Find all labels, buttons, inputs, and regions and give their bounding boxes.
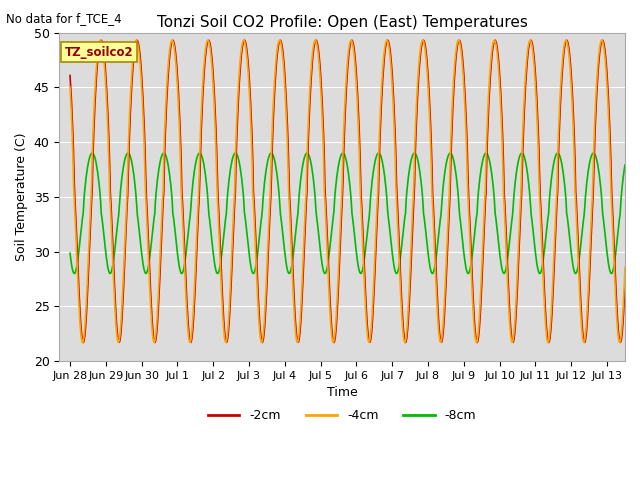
-2cm xyxy=(545,339,552,345)
Y-axis label: Soil Temperature (C): Soil Temperature (C) xyxy=(15,132,28,261)
-8cm xyxy=(404,181,412,187)
Line: -8cm: -8cm xyxy=(70,153,625,274)
-2cm xyxy=(404,327,412,333)
-4cm xyxy=(66,84,74,90)
Line: -4cm: -4cm xyxy=(70,40,625,343)
Line: -2cm: -2cm xyxy=(70,40,625,343)
-8cm xyxy=(389,256,397,262)
-4cm xyxy=(421,46,429,51)
Text: No data for f_TCE_4: No data for f_TCE_4 xyxy=(6,12,122,25)
-4cm xyxy=(389,98,397,104)
-4cm xyxy=(100,59,108,64)
-2cm xyxy=(66,72,74,78)
-8cm xyxy=(545,199,553,204)
-8cm xyxy=(621,162,629,168)
-4cm xyxy=(404,305,412,311)
-2cm xyxy=(402,340,410,346)
-2cm xyxy=(420,38,428,44)
-8cm xyxy=(483,150,490,156)
-8cm xyxy=(66,251,74,256)
-8cm xyxy=(100,234,108,240)
-8cm xyxy=(321,271,329,276)
-4cm xyxy=(621,264,629,270)
-4cm xyxy=(488,44,496,49)
Text: TZ_soilco2: TZ_soilco2 xyxy=(65,46,134,59)
X-axis label: Time: Time xyxy=(327,386,358,399)
-4cm xyxy=(545,335,553,340)
-2cm xyxy=(621,281,629,287)
-8cm xyxy=(420,216,428,221)
-2cm xyxy=(488,56,495,62)
Title: Tonzi Soil CO2 Profile: Open (East) Temperatures: Tonzi Soil CO2 Profile: Open (East) Temp… xyxy=(157,15,527,30)
Legend: -2cm, -4cm, -8cm: -2cm, -4cm, -8cm xyxy=(203,404,481,427)
-2cm xyxy=(563,37,570,43)
-4cm xyxy=(401,340,409,346)
-8cm xyxy=(488,176,496,181)
-2cm xyxy=(100,51,108,57)
-2cm xyxy=(388,73,396,79)
-4cm xyxy=(240,37,248,43)
